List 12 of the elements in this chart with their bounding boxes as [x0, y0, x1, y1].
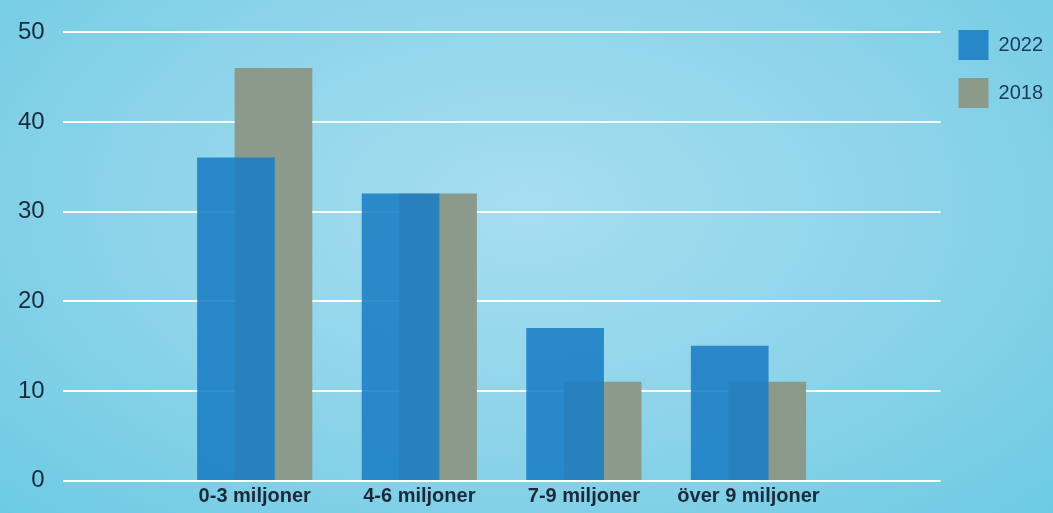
- y-tick-label: 40: [17, 106, 45, 134]
- legend-label: 2022: [998, 32, 1044, 55]
- x-tick-label: 7-9 miljoner: [527, 484, 641, 507]
- x-tick-label: 4-6 miljoner: [363, 484, 476, 507]
- y-tick-label: 50: [17, 17, 45, 45]
- x-tick-label: 0-3 miljoner: [198, 484, 312, 507]
- y-tick-label: 10: [17, 375, 45, 403]
- legend-label: 2018: [998, 80, 1044, 103]
- y-tick-label: 0: [31, 465, 45, 493]
- x-tick-label: över 9 miljoner: [677, 484, 820, 507]
- y-tick-label: 20: [17, 285, 45, 313]
- y-tick-label: 30: [17, 196, 45, 224]
